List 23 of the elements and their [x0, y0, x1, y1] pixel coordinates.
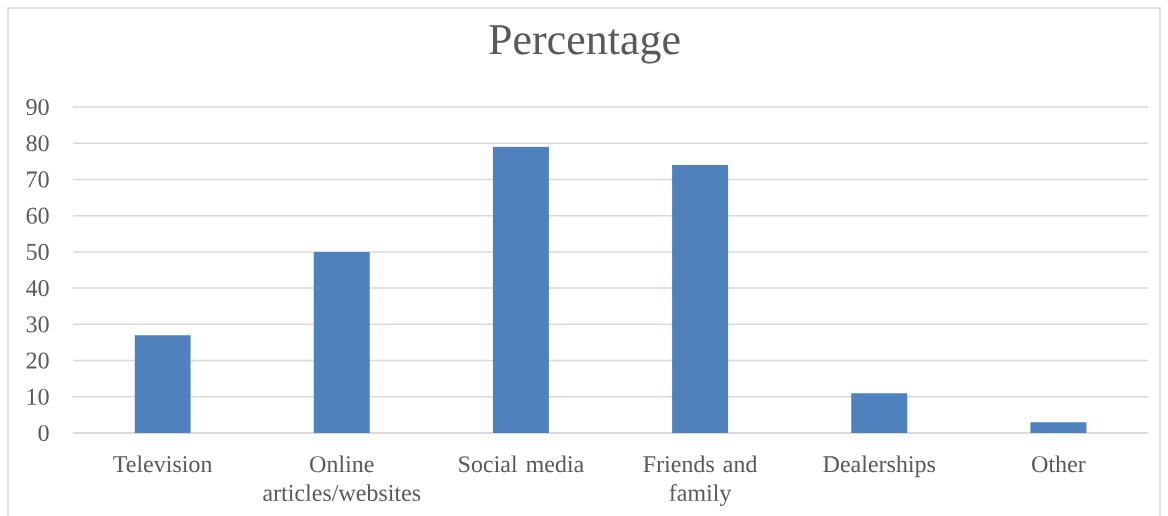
y-tick-label: 0: [38, 424, 49, 442]
x-tick-label: Social media: [459, 455, 584, 473]
x-tick-label: Friends and family: [643, 455, 758, 507]
x-tick-label: Other: [1032, 455, 1086, 473]
y-tick-label: 50: [26, 243, 49, 260]
y-tick-label: 80: [26, 135, 49, 152]
bar: [851, 393, 908, 433]
y-tick-label: 20: [26, 352, 49, 369]
bar: [134, 335, 191, 433]
bar: [313, 251, 370, 433]
bar: [1030, 422, 1087, 433]
x-tick-label: Television: [113, 455, 213, 473]
y-tick-label: 90: [26, 98, 49, 116]
y-tick-label: 30: [26, 316, 49, 333]
y-tick-label: 70: [27, 171, 49, 188]
bar: [492, 146, 549, 433]
x-tick-label: Dealerships: [823, 455, 936, 478]
chart-title: Percentage: [489, 25, 680, 64]
y-tick-label: 60: [26, 207, 49, 224]
bar: [672, 164, 729, 433]
y-tick-label: 10: [27, 388, 49, 405]
y-tick-label: 40: [26, 280, 49, 297]
x-tick-label: Online articles/websites: [263, 455, 421, 502]
